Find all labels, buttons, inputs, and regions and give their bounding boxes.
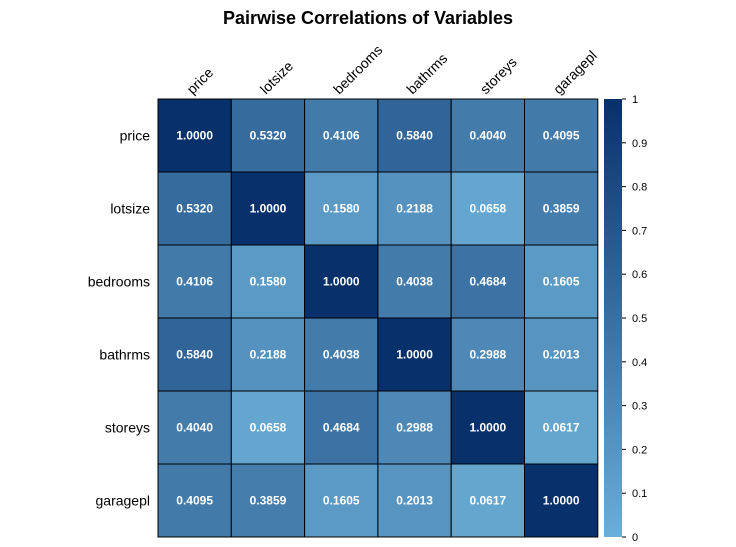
heatmap-cell-garagepl-lotsize (230, 463, 306, 538)
cell-value-label: 0.5320 (176, 202, 213, 216)
colorbar-tick-label: 0.7 (632, 225, 647, 237)
chart-title: Pairwise Correlations of Variables (222, 8, 514, 28)
heatmap-cell-bathrms-price (157, 317, 232, 392)
heatmap-cell-lotsize-garagepl (524, 171, 599, 246)
cell-value-label: 0.3859 (250, 494, 287, 508)
cell-value-label: 0.5840 (176, 348, 213, 362)
heatmap-cell-lotsize-lotsize (230, 171, 306, 246)
cell-value-label: 0.4040 (176, 421, 213, 435)
column-label-bedrooms: bedrooms (330, 42, 385, 97)
colorbar-gradient (604, 99, 622, 537)
colorbar-tick-label: 0.5 (632, 313, 647, 325)
heatmap-cell-bedrooms-lotsize (230, 244, 306, 319)
cell-value-label: 1.0000 (176, 129, 213, 143)
cell-value-label: 0.4095 (176, 494, 213, 508)
heatmap-cell-bedrooms-bedrooms (304, 244, 379, 319)
cell-value-label: 0.2188 (250, 348, 287, 362)
cell-value-label: 0.1580 (323, 202, 360, 216)
cell-value-label: 1.0000 (469, 421, 506, 435)
heatmap-cell-storeys-bathrms (377, 390, 452, 465)
row-label-price: price (120, 128, 151, 144)
row-label-garagepl: garagepl (96, 493, 151, 509)
heatmap-cell-lotsize-bedrooms (304, 171, 379, 246)
cells-layer: 1.0000 0.5320 0.4106 0.5840 0.4040 0.4095 0.53… (157, 98, 599, 538)
cell-value-label: 0.4040 (469, 129, 506, 143)
colorbar-tick-label: 0.8 (632, 182, 647, 194)
cell-value-label: 1.0000 (543, 494, 580, 508)
cell-value-label: 0.1580 (250, 275, 287, 289)
column-label-lotsize: lotsize (257, 58, 297, 98)
cell-value-label: 0.2013 (396, 494, 433, 508)
colorbar-tick-label: 0.6 (632, 269, 647, 281)
column-label-price: price (183, 64, 216, 97)
column-label-garagepl: garagepl (550, 47, 600, 97)
heatmap-cell-price-garagepl (524, 98, 599, 173)
heatmap-cell-bathrms-bathrms (377, 317, 452, 392)
heatmap-cell-lotsize-price (157, 171, 232, 246)
row-label-lotsize: lotsize (110, 201, 150, 217)
colorbar-tick-label: 1 (632, 94, 638, 106)
heatmap-cell-storeys-bedrooms (304, 390, 379, 465)
colorbar-tick-label: 0 (632, 532, 638, 544)
cell-value-label: 1.0000 (323, 275, 360, 289)
cell-value-label: 1.0000 (250, 202, 287, 216)
cell-value-label: 0.4106 (176, 275, 213, 289)
cell-value-label: 0.5840 (396, 129, 433, 143)
col-labels-layer: price lotsize bedrooms bathrms storeys garage… (183, 42, 599, 97)
cell-value-label: 0.0617 (543, 421, 580, 435)
cell-value-label: 0.2013 (543, 348, 580, 362)
cell-value-label: 0.2188 (396, 202, 433, 216)
cell-value-label: 0.1605 (323, 494, 360, 508)
cell-value-label: 0.0617 (469, 494, 506, 508)
heatmap-cell-storeys-price (157, 390, 232, 465)
row-label-bathrms: bathrms (99, 347, 150, 363)
column-label-storeys: storeys (477, 54, 520, 97)
cell-value-label: 0.4095 (543, 129, 580, 143)
row-label-storeys: storeys (105, 420, 150, 436)
cell-value-label: 0.2988 (469, 348, 506, 362)
cell-value-label: 0.4684 (323, 421, 360, 435)
row-labels-layer: price lotsize bedrooms bathrms storeys garage… (88, 128, 150, 509)
heatmap-cell-garagepl-garagepl (524, 463, 599, 538)
cell-value-label: 0.4038 (323, 348, 360, 362)
heatmap-cell-bathrms-garagepl (524, 317, 599, 392)
heatmap-cell-bedrooms-price (157, 244, 232, 319)
colorbar-tick-label: 0.1 (632, 488, 647, 500)
cell-value-label: 0.2988 (396, 421, 433, 435)
cell-value-label: 0.4684 (469, 275, 506, 289)
cell-value-label: 1.0000 (396, 348, 433, 362)
heatmap-cell-bedrooms-garagepl (524, 244, 599, 319)
colorbar-tick-label: 0.9 (632, 138, 647, 150)
cell-value-label: 0.3859 (543, 202, 580, 216)
heatmap-cell-price-storeys (450, 98, 526, 173)
column-label-bathrms: bathrms (403, 50, 450, 97)
colorbar-tick-label: 0.4 (632, 357, 647, 369)
heatmap-cell-garagepl-bathrms (377, 463, 452, 538)
cell-value-label: 0.0658 (469, 202, 506, 216)
heatmap-cell-lotsize-storeys (450, 171, 526, 246)
colorbar: 0 0.1 0.2 0.3 0.4 0.5 0.6 0.7 0.8 0.9 1 (604, 94, 647, 544)
cell-value-label: 0.0658 (250, 421, 287, 435)
cell-value-label: 0.5320 (250, 129, 287, 143)
heatmap-cell-storeys-storeys (450, 390, 526, 465)
colorbar-tick-label: 0.3 (632, 401, 647, 413)
heatmap-cell-garagepl-price (157, 463, 232, 538)
heatmap-cell-garagepl-storeys (450, 463, 526, 538)
row-label-bedrooms: bedrooms (88, 274, 150, 290)
cell-value-label: 0.4106 (323, 129, 360, 143)
colorbar-tick-label: 0.2 (632, 444, 647, 456)
heatmap-cell-garagepl-bedrooms (304, 463, 379, 538)
cell-value-label: 0.4038 (396, 275, 433, 289)
cell-value-label: 0.1605 (543, 275, 580, 289)
